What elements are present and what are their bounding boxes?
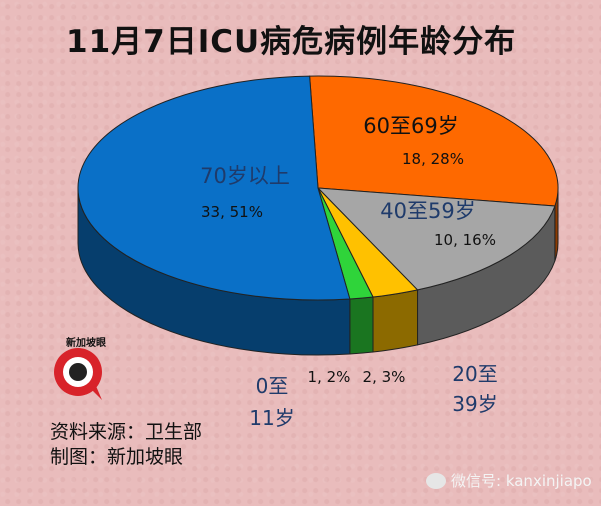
value-60-69: 18, 28% [402, 150, 464, 168]
label-70-above: 70岁以上 [200, 164, 290, 188]
label-0-11-line1: 0至 [256, 374, 289, 398]
label-40-59: 40至59岁 [380, 199, 475, 223]
pie-slice-0 [77, 75, 351, 301]
label-20-39-line2: 39岁 [452, 392, 497, 416]
pie-side-3 [372, 289, 419, 353]
label-0-11-line2: 11岁 [249, 406, 294, 430]
made-by-line: 制图：新加坡眼 [50, 446, 184, 468]
pie-slice-1 [309, 75, 559, 207]
brand-logo [54, 348, 102, 400]
source-note: 资料来源：卫生部 制图：新加坡眼 [50, 420, 202, 470]
source-line: 资料来源：卫生部 [50, 421, 203, 443]
label-60-69: 60至69岁 [363, 114, 458, 138]
value-0-11: 1, 2% [308, 368, 351, 386]
wechat-id: 微信号: kanxinjiapo [451, 472, 592, 490]
value-40-59: 10, 16% [434, 231, 496, 249]
label-20-39-line1: 20至 [452, 362, 497, 386]
pie-side-4 [349, 296, 374, 355]
wechat-watermark: 微信号: kanxinjiapo [426, 470, 592, 491]
wechat-icon [426, 472, 446, 489]
value-70-above: 33, 51% [201, 203, 263, 221]
logo-text: 新加坡眼 [66, 338, 106, 349]
pie-top [77, 75, 559, 301]
value-20-39: 2, 3% [363, 368, 406, 386]
pie-slice-2 [316, 187, 556, 291]
chart-title: 11月7日ICU病危病例年龄分布 [66, 24, 517, 60]
